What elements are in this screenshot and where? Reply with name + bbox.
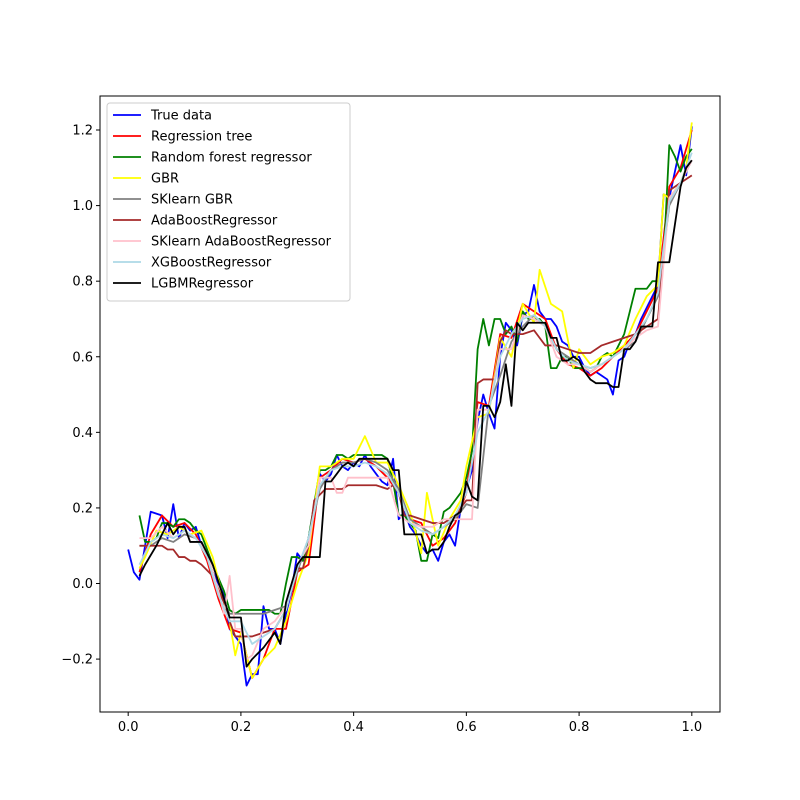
x-tick-label: 0.6 bbox=[456, 720, 477, 735]
y-tick-label: 0.6 bbox=[72, 350, 93, 365]
legend-label: SKlearn GBR bbox=[151, 193, 233, 208]
x-tick-label: 0.4 bbox=[343, 720, 364, 735]
x-tick-label: 0.8 bbox=[569, 720, 590, 735]
legend-label: Regression tree bbox=[151, 130, 252, 145]
legend-box bbox=[106, 102, 351, 302]
x-tick-label: 1.0 bbox=[681, 720, 702, 735]
legend-label: XGBoostRegressor bbox=[151, 256, 272, 271]
x-tick-label: 0.0 bbox=[118, 720, 139, 735]
y-tick-label: 0.2 bbox=[72, 501, 93, 516]
legend-label: SKlearn AdaBoostRegressor bbox=[151, 235, 332, 250]
series-line-sklearn-adaboostregressor bbox=[139, 159, 693, 660]
legend-label: GBR bbox=[151, 172, 179, 187]
y-tick-label: 1.2 bbox=[72, 124, 93, 139]
legend-label: LGBMRegressor bbox=[151, 277, 254, 292]
legend-label: Random forest regressor bbox=[151, 151, 312, 166]
series-line-lgbmregressor bbox=[138, 159, 693, 668]
series-line-gbr bbox=[138, 122, 693, 679]
y-tick-label: 0.4 bbox=[72, 426, 93, 441]
legend-label: True data bbox=[150, 109, 212, 124]
y-axis: −0.2 0.0 0.2 0.4 0.6 0.8 1.0 1.2 bbox=[61, 124, 100, 668]
series-line-xgboostregressor bbox=[138, 152, 693, 645]
x-tick-label: 0.2 bbox=[231, 720, 252, 735]
legend: True data Regression tree Random forest re… bbox=[106, 102, 351, 302]
y-tick-label: 0.0 bbox=[72, 577, 93, 592]
axes-frame bbox=[99, 95, 721, 713]
y-tick-label: 1.0 bbox=[72, 199, 93, 214]
plot-lines bbox=[127, 122, 693, 687]
y-tick-label: 0.8 bbox=[72, 275, 93, 290]
legend-label: AdaBoostRegressor bbox=[151, 214, 278, 229]
y-tick-label: −0.2 bbox=[61, 653, 93, 668]
x-axis: 0.0 0.2 0.4 0.6 0.8 1.0 bbox=[118, 712, 702, 735]
